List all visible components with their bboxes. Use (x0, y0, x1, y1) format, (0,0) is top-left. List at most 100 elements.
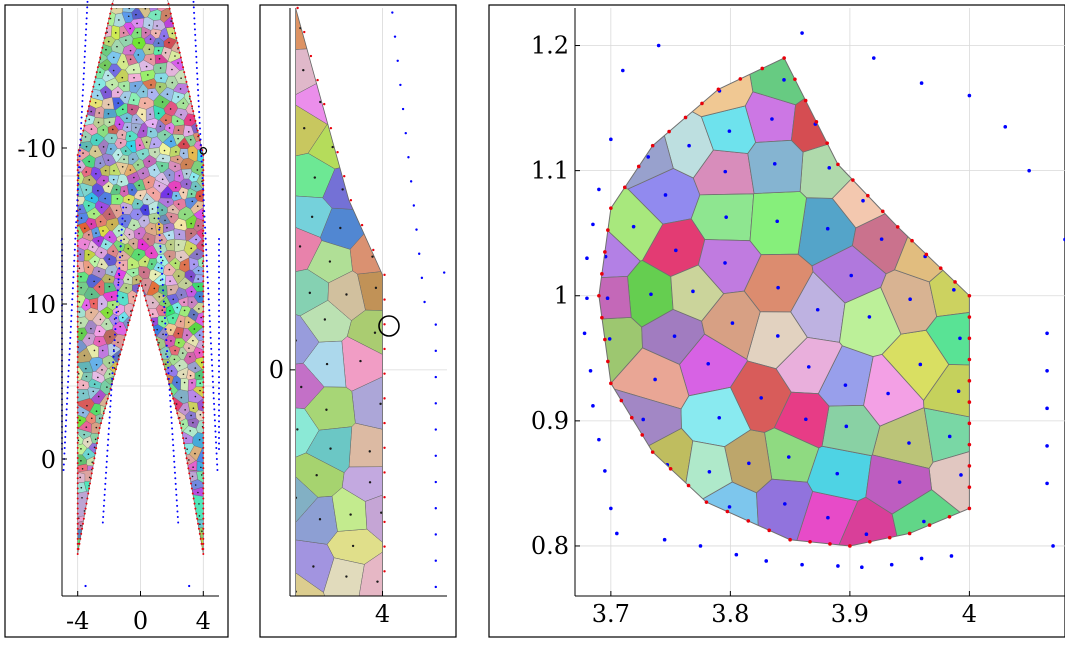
cell-site (100, 263, 103, 266)
boundary-seed (202, 345, 205, 348)
boundary-seeds (76, 2, 205, 555)
boundary-seed (202, 229, 205, 232)
boundary-seed (343, 175, 346, 178)
boundary-seed (83, 512, 86, 515)
boundary-seed (106, 397, 109, 400)
boundary-seed (91, 467, 94, 470)
cell-site (806, 365, 811, 369)
outer-site (108, 422, 111, 425)
outer-site (115, 305, 118, 308)
voronoi-cell (77, 335, 87, 362)
cell-site (197, 224, 200, 227)
cell-site (154, 273, 157, 276)
cell-site (86, 440, 89, 443)
outer-site (76, 188, 79, 191)
boundary-seed (81, 527, 84, 530)
boundary-seed (108, 17, 111, 20)
outer-site (105, 460, 108, 463)
cell-site (318, 518, 322, 521)
outer-site (209, 342, 212, 345)
boundary-seed (725, 509, 730, 514)
outer-site (216, 463, 219, 466)
axes (289, 8, 447, 597)
outer-site (208, 314, 211, 317)
outer-site (80, 116, 83, 119)
outer-site (212, 391, 215, 394)
cell-site (723, 169, 728, 174)
outer-site (800, 562, 804, 567)
cell-site (147, 181, 150, 184)
outer-site (609, 506, 613, 511)
cell-site (112, 178, 115, 181)
boundary-seed (76, 340, 79, 343)
outer-site (102, 510, 105, 513)
boundary-seed (814, 120, 819, 124)
outer-site (205, 259, 208, 262)
cell-site (121, 108, 124, 111)
cell-site (162, 157, 164, 160)
boundary-seed (194, 119, 197, 122)
cell-site (180, 396, 183, 399)
boundary-seed (202, 411, 205, 414)
voronoi-cell (358, 547, 383, 596)
outer-site (197, 88, 200, 91)
outer-site (174, 482, 177, 485)
outer-site (1045, 369, 1049, 373)
boundary-seed (96, 437, 99, 440)
cell-site (92, 302, 95, 305)
outer-site (215, 457, 218, 460)
outer-site (122, 206, 125, 209)
cell-site (90, 417, 93, 420)
outer-site (115, 311, 118, 314)
boundary-seed (202, 431, 205, 434)
boundary-seed (76, 280, 79, 283)
cell-site (113, 56, 115, 59)
voronoi-cell (118, 112, 133, 123)
cell-site (776, 285, 780, 290)
cell-site (111, 223, 113, 226)
boundary-seed (128, 319, 131, 322)
outer-site (102, 515, 105, 518)
boundary-seed (622, 185, 627, 190)
boundary-seed (202, 502, 205, 505)
cell-site (147, 238, 149, 240)
outer-site (77, 177, 80, 180)
cell-site (178, 364, 181, 367)
cell-site (127, 278, 129, 281)
outer-site (79, 138, 82, 141)
boundary-seed (82, 129, 85, 132)
outer-site (176, 510, 179, 513)
cell-site (165, 353, 167, 355)
cell-site (153, 143, 155, 145)
cell-site (782, 78, 786, 82)
outer-site (166, 350, 169, 353)
boundary-seed (76, 396, 79, 399)
voronoi-cell (88, 442, 141, 463)
outer-site (218, 425, 220, 428)
cell-site (158, 295, 161, 298)
outer-site (117, 278, 120, 281)
cell-site (108, 362, 111, 364)
boundary-seed (182, 442, 185, 445)
boundary-seed (76, 537, 79, 540)
outer-site (70, 314, 73, 317)
cell-site (168, 255, 171, 258)
boundary-seed (76, 472, 79, 475)
outer-site (1003, 125, 1008, 129)
cell-site (182, 191, 185, 194)
cell-site (124, 220, 126, 222)
cell-site (106, 31, 108, 33)
outer-site (407, 156, 410, 159)
cell-site (169, 108, 172, 110)
outer-site (211, 375, 214, 378)
cell-site (77, 439, 80, 442)
cell-site (159, 279, 162, 281)
cell-site (159, 247, 162, 249)
boundary-seed (184, 76, 187, 78)
boundary-seed (129, 314, 132, 317)
boundary-seed (202, 234, 205, 237)
outer-site (176, 504, 179, 507)
boundary-seed (967, 315, 972, 319)
highlight-circle (199, 147, 208, 155)
cell-site (80, 486, 83, 489)
